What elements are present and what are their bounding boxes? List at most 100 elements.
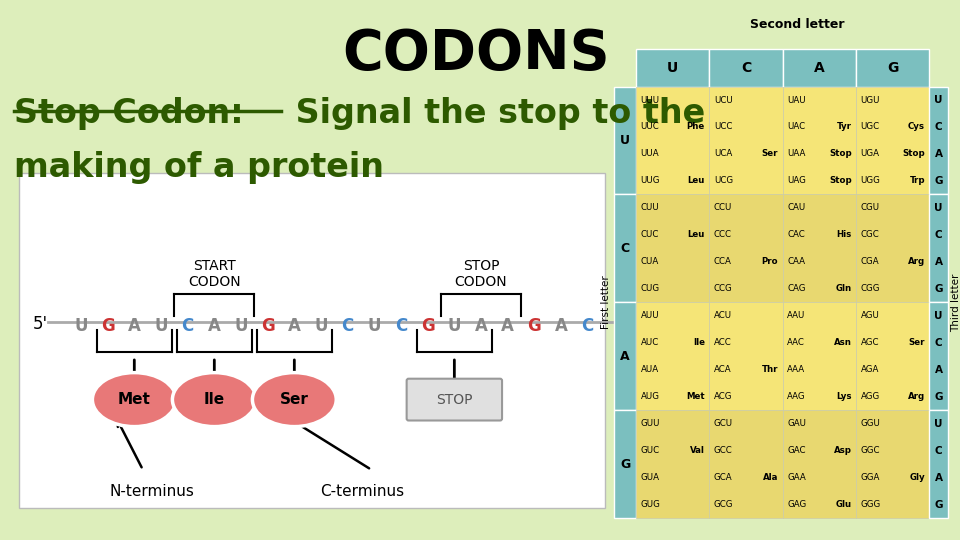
FancyBboxPatch shape [929,194,948,302]
FancyBboxPatch shape [782,410,856,518]
Text: Gln: Gln [835,285,852,293]
Text: Stop: Stop [902,150,925,159]
Text: Signal the stop to the: Signal the stop to the [284,97,705,130]
Text: C: C [181,317,194,335]
Text: Ile: Ile [693,339,705,347]
Text: UAU: UAU [787,96,805,105]
FancyBboxPatch shape [636,49,709,86]
FancyBboxPatch shape [856,410,929,518]
Text: A: A [814,60,825,75]
Text: U: U [447,317,461,335]
Text: U: U [934,311,943,321]
Text: Glu: Glu [835,501,852,509]
Text: UUG: UUG [640,177,660,185]
Text: AUA: AUA [640,366,659,374]
Text: GAC: GAC [787,447,805,455]
Text: U: U [620,134,630,147]
Text: U: U [667,60,679,75]
Text: Trp: Trp [909,177,925,185]
Text: G: G [261,317,275,335]
FancyBboxPatch shape [929,86,948,194]
Text: U: U [934,95,943,105]
Text: U: U [74,317,87,335]
Text: Met: Met [686,393,705,401]
Text: GAA: GAA [787,474,805,482]
Text: CUG: CUG [640,285,660,293]
Text: AGA: AGA [860,366,878,374]
Text: Stop: Stop [828,150,852,159]
Text: AAU: AAU [787,312,805,320]
Text: A: A [935,149,943,159]
Text: Thr: Thr [762,366,779,374]
Text: G: G [420,317,435,335]
Text: AUU: AUU [640,312,660,320]
Text: A: A [620,350,630,363]
Text: UUC: UUC [640,123,660,132]
Text: GUG: GUG [640,501,660,509]
Text: CUU: CUU [640,204,660,212]
Text: U: U [368,317,381,335]
FancyBboxPatch shape [614,410,636,518]
Text: CAU: CAU [787,204,805,212]
Text: GGC: GGC [860,447,880,455]
Text: G: G [620,458,631,471]
Text: ACC: ACC [714,339,732,347]
Text: A: A [935,473,943,483]
Text: C: C [935,230,943,240]
Text: A: A [128,317,141,335]
Text: CGC: CGC [860,231,879,239]
Text: CCG: CCG [714,285,732,293]
Text: G: G [934,176,943,186]
Text: CAA: CAA [787,258,805,266]
Text: C: C [935,122,943,132]
Text: GGU: GGU [860,420,880,428]
Text: UGG: UGG [860,177,880,185]
Text: Second letter: Second letter [751,18,845,31]
Text: Ala: Ala [763,474,779,482]
FancyBboxPatch shape [709,194,782,302]
Text: STOP: STOP [436,393,472,407]
Text: CCC: CCC [714,231,732,239]
Text: Asp: Asp [833,447,852,455]
Text: AUC: AUC [640,339,659,347]
FancyBboxPatch shape [636,302,709,410]
Text: UCU: UCU [714,96,732,105]
Text: Ser: Ser [280,392,309,407]
Text: CAG: CAG [787,285,805,293]
FancyBboxPatch shape [636,86,709,194]
Text: A: A [501,317,515,335]
Text: AGU: AGU [860,312,879,320]
Text: UGU: UGU [860,96,880,105]
Text: GUA: GUA [640,474,660,482]
Text: UCC: UCC [714,123,732,132]
Text: GUC: GUC [640,447,660,455]
Text: AGC: AGC [860,339,879,347]
Text: G: G [934,392,943,402]
FancyBboxPatch shape [19,173,605,508]
Text: Tyr: Tyr [837,123,852,132]
Text: CAC: CAC [787,231,804,239]
Text: Ser: Ser [908,339,925,347]
Text: CODONS: CODONS [343,27,610,81]
FancyBboxPatch shape [636,194,709,302]
Text: N-terminus: N-terminus [110,484,195,499]
Text: CCU: CCU [714,204,732,212]
FancyBboxPatch shape [782,302,856,410]
Text: C: C [935,338,943,348]
Text: G: G [527,317,541,335]
FancyBboxPatch shape [782,49,856,86]
Ellipse shape [92,373,177,427]
Text: G: G [887,60,899,75]
Text: His: His [836,231,852,239]
Text: Leu: Leu [687,177,705,185]
FancyBboxPatch shape [709,410,782,518]
FancyBboxPatch shape [709,86,782,194]
Text: CGA: CGA [860,258,879,266]
Text: Met: Met [118,392,151,407]
Text: Stop Codon:: Stop Codon: [14,97,244,130]
FancyBboxPatch shape [856,86,929,194]
Text: A: A [474,317,488,335]
Ellipse shape [252,373,336,427]
Text: Arg: Arg [908,393,925,401]
FancyBboxPatch shape [856,302,929,410]
